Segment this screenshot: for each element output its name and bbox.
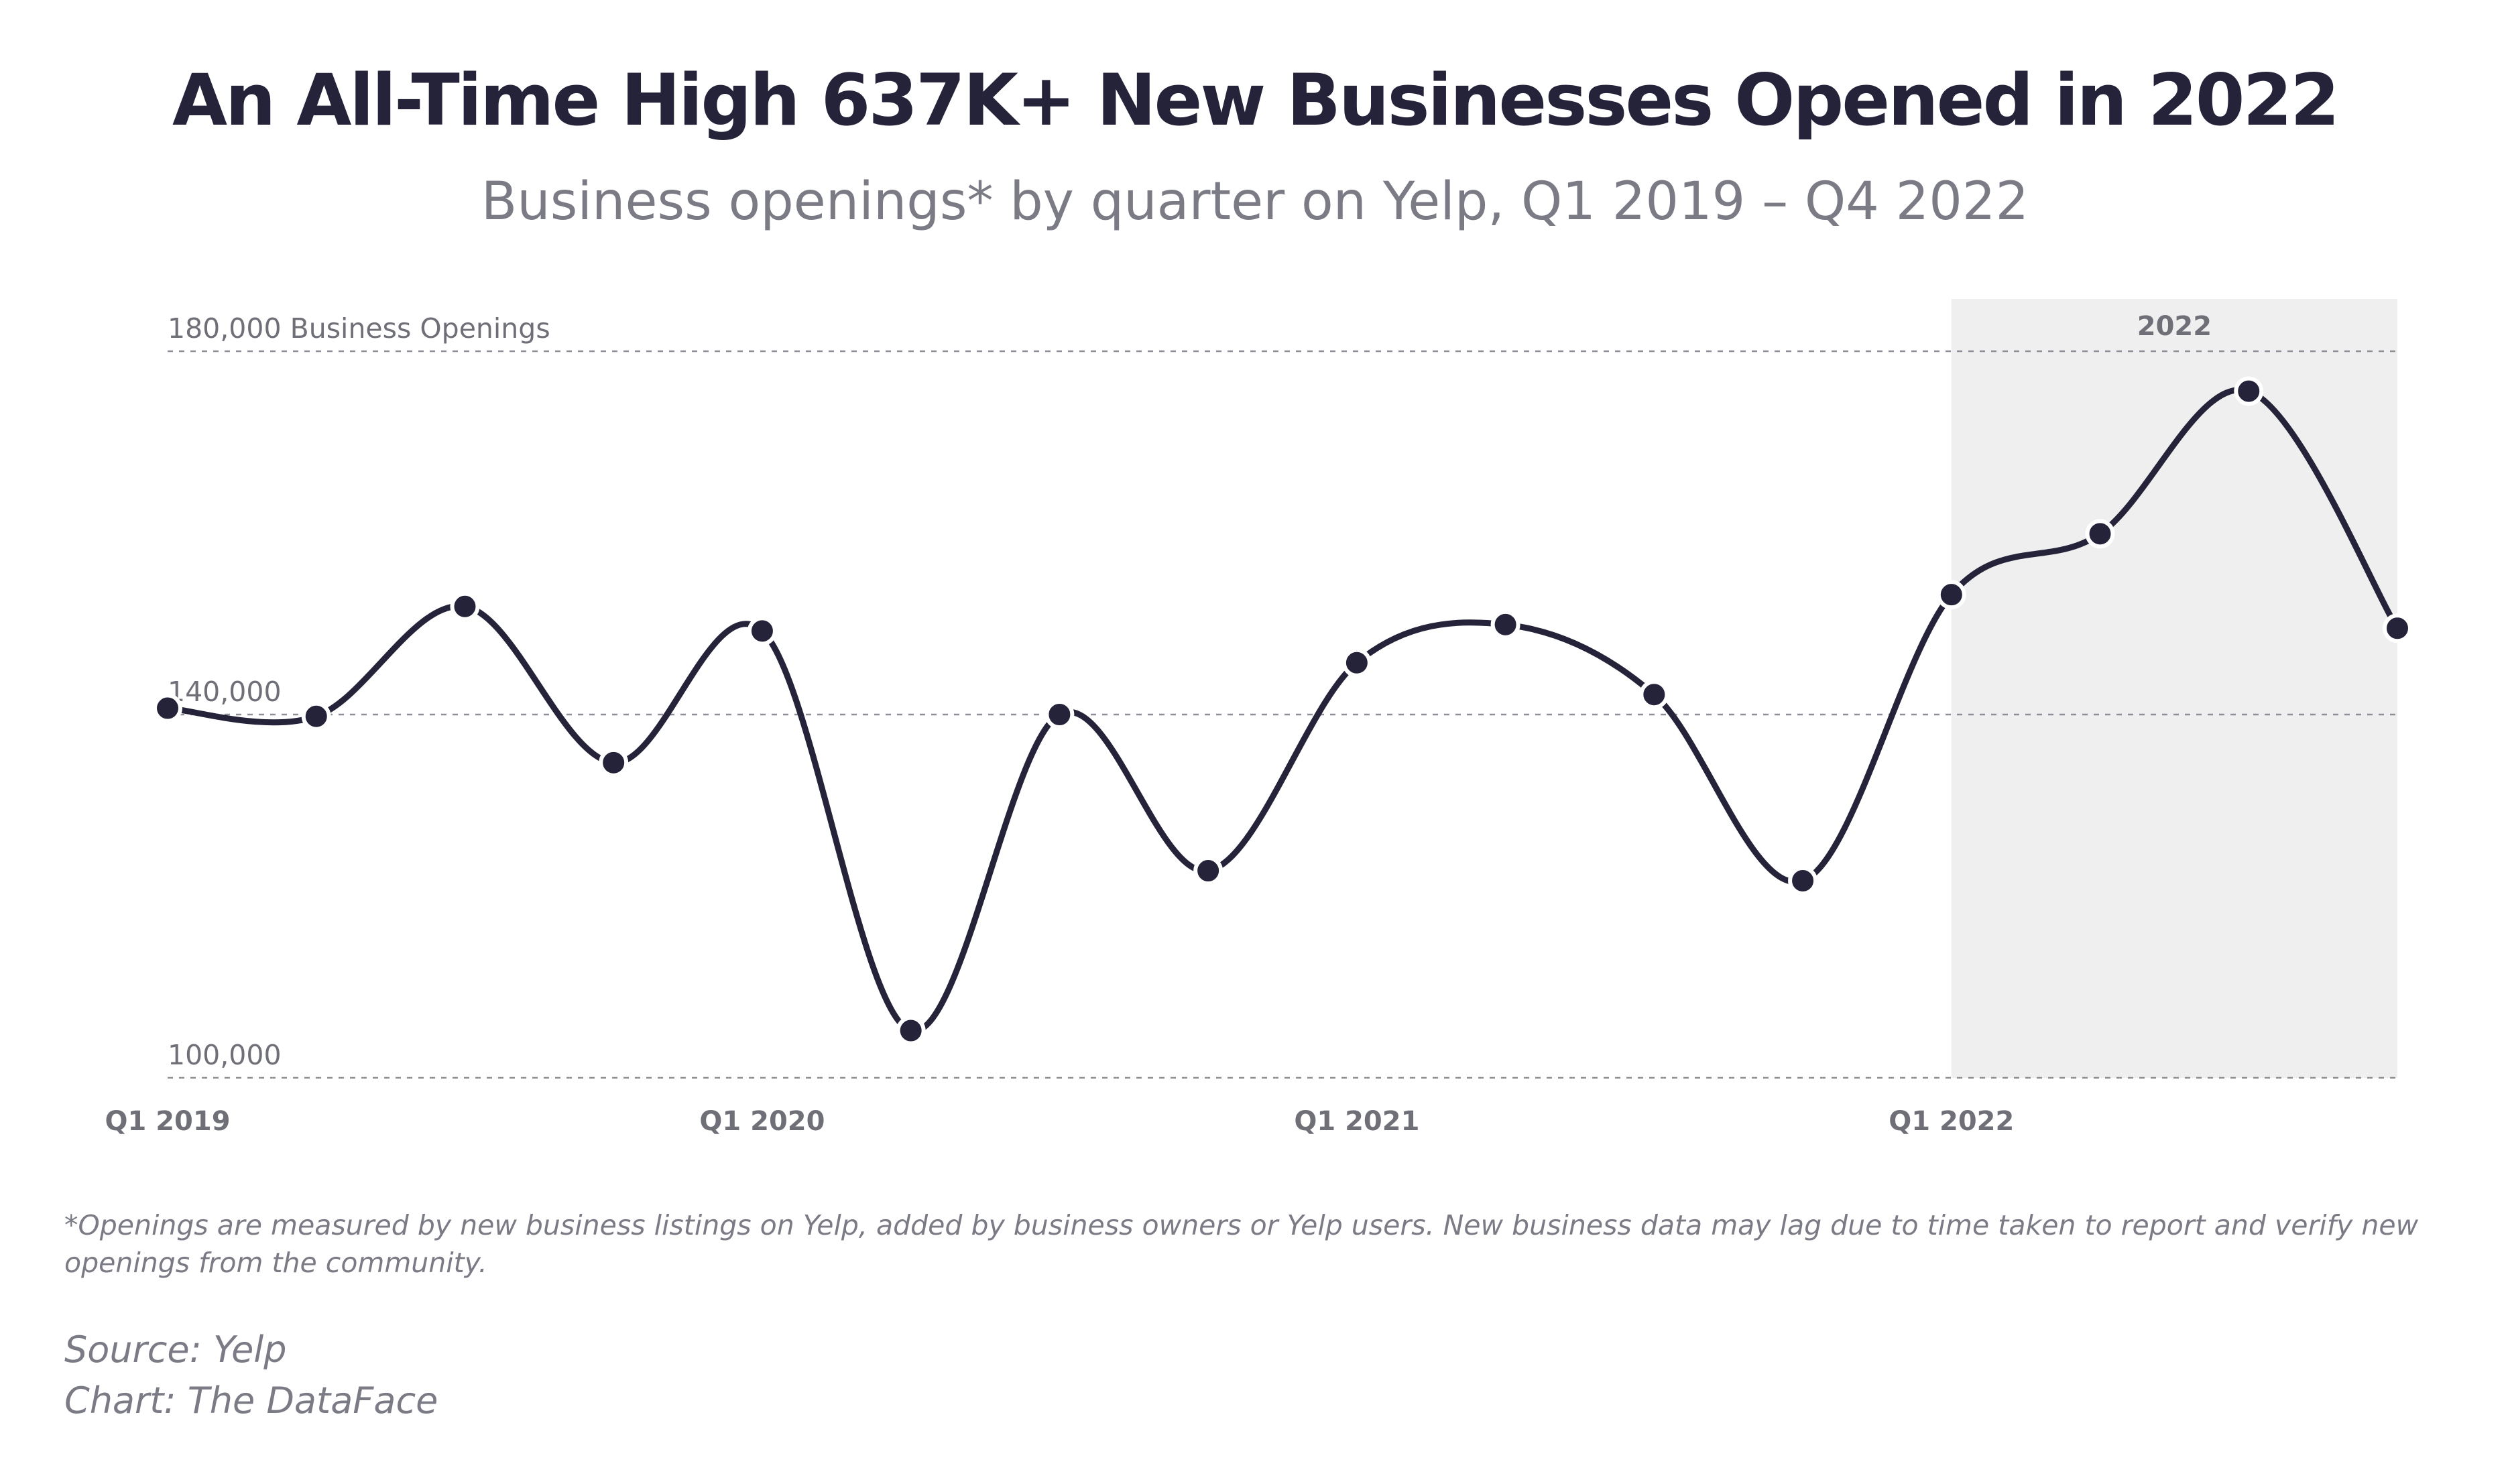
chart-title: An All-Time High 637K+ New Businesses Op… [172, 59, 2340, 141]
point-layer [153, 376, 2412, 1046]
data-point-q3-2019 [450, 591, 480, 621]
grid-layer [168, 350, 2397, 1079]
line-layer [164, 387, 2401, 1034]
footnote: *Openings are measured by new business l… [64, 1209, 2419, 1279]
data-point-q1-2020 [747, 616, 777, 646]
source-block: Source: Yelp Chart: The DataFace [64, 1324, 438, 1426]
source-text: Source: Yelp [64, 1328, 287, 1371]
data-point-q2-2020 [896, 1015, 926, 1046]
data-point-q1-2022 [1936, 580, 1966, 610]
data-point-q4-2020 [1193, 856, 1223, 886]
series-line [164, 387, 2401, 1034]
data-point-q2-2019 [301, 701, 331, 731]
data-point-q1-2021 [1341, 647, 1372, 678]
data-point-q4-2019 [599, 747, 629, 778]
x-tick-label-q1-2019: Q1 2019 [105, 1106, 230, 1137]
y-tick-label-100000: 100,000 [168, 1039, 282, 1071]
y-tick-label-180000: 180,000 Business Openings [168, 312, 550, 345]
y-tick-label-140000: 140,000 [168, 676, 282, 708]
data-point-q1-2019 [153, 693, 182, 723]
line-chart: 2022 180,000 Business Openings 140,000 100… [105, 299, 2412, 1137]
data-point-q3-2020 [1044, 700, 1075, 729]
label-layer: 180,000 Business Openings 140,000 100,000 Q… [105, 312, 2014, 1137]
highlight-label: 2022 [2137, 311, 2212, 342]
data-point-q3-2022 [2234, 376, 2264, 406]
x-tick-label-q1-2020: Q1 2020 [699, 1106, 825, 1137]
data-point-q2-2022 [2085, 519, 2115, 549]
highlight-band-2022 [1951, 299, 2397, 1078]
x-tick-label-q1-2021: Q1 2021 [1294, 1106, 1419, 1137]
highlight-layer: 2022 [1951, 299, 2397, 1078]
data-point-q3-2021 [1639, 680, 1669, 710]
data-point-q4-2021 [1788, 865, 1818, 895]
data-point-q4-2022 [2383, 613, 2412, 643]
x-tick-label-q1-2022: Q1 2022 [1889, 1106, 2014, 1137]
data-point-q2-2021 [1490, 609, 1520, 639]
chart-subtitle: Business openings* by quarter on Yelp, Q… [481, 172, 2029, 232]
credit-text: Chart: The DataFace [64, 1379, 438, 1422]
